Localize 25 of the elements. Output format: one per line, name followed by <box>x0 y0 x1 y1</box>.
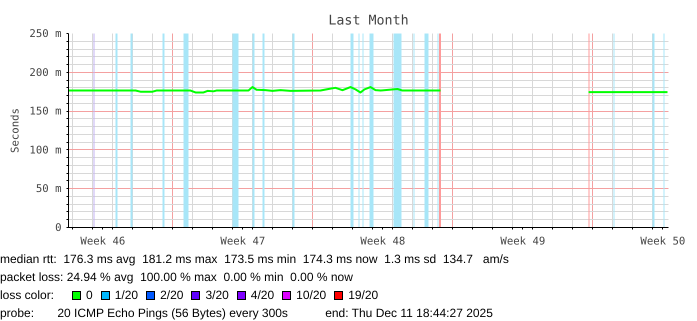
chart-title: Last Month <box>328 14 409 28</box>
x-tick-label: Week 46 <box>80 234 126 248</box>
x-tick-label: Week 50 <box>640 234 686 248</box>
x-tick-label: Week 48 <box>360 234 406 248</box>
legend-label: 2/20 <box>160 288 184 302</box>
legend-label: 3/20 <box>205 288 229 302</box>
y-tick-label: 100 m <box>29 143 62 156</box>
legend-label: 10/20 <box>296 288 326 302</box>
x-tick-label: Week 47 <box>220 234 266 248</box>
legend-label: 19/20 <box>348 288 378 302</box>
legend-label: 4/20 <box>250 288 274 302</box>
y-tick-label: 150 m <box>29 104 62 118</box>
text: end: Thu Dec 11 18:44:27 2025 <box>325 305 493 321</box>
legend-label: 1/20 <box>114 288 138 302</box>
legend-label: 0 <box>86 288 93 302</box>
y-tick-label: 50 m <box>36 182 62 196</box>
text: packet loss: 24.94 % avg 100.00 % max 0.00 % min 0.00 % now <box>0 269 354 286</box>
y-tick-label: 0 <box>55 221 62 234</box>
y-axis-title: Seconds <box>8 108 22 153</box>
y-tick-label: 200 m <box>29 66 62 79</box>
legend-title: loss color: <box>0 288 54 302</box>
text: probe: 20 ICMP Echo Pings (56 Bytes) every 300s <box>0 306 288 320</box>
x-tick-label: Week 49 <box>500 234 546 248</box>
y-tick-label: 250 m <box>29 27 62 40</box>
text: median rtt: 176.3 ms avg 181.2 ms max 173.5 ms min 174.3 ms now 1.3 ms sd 134.7 am/s <box>0 251 509 268</box>
